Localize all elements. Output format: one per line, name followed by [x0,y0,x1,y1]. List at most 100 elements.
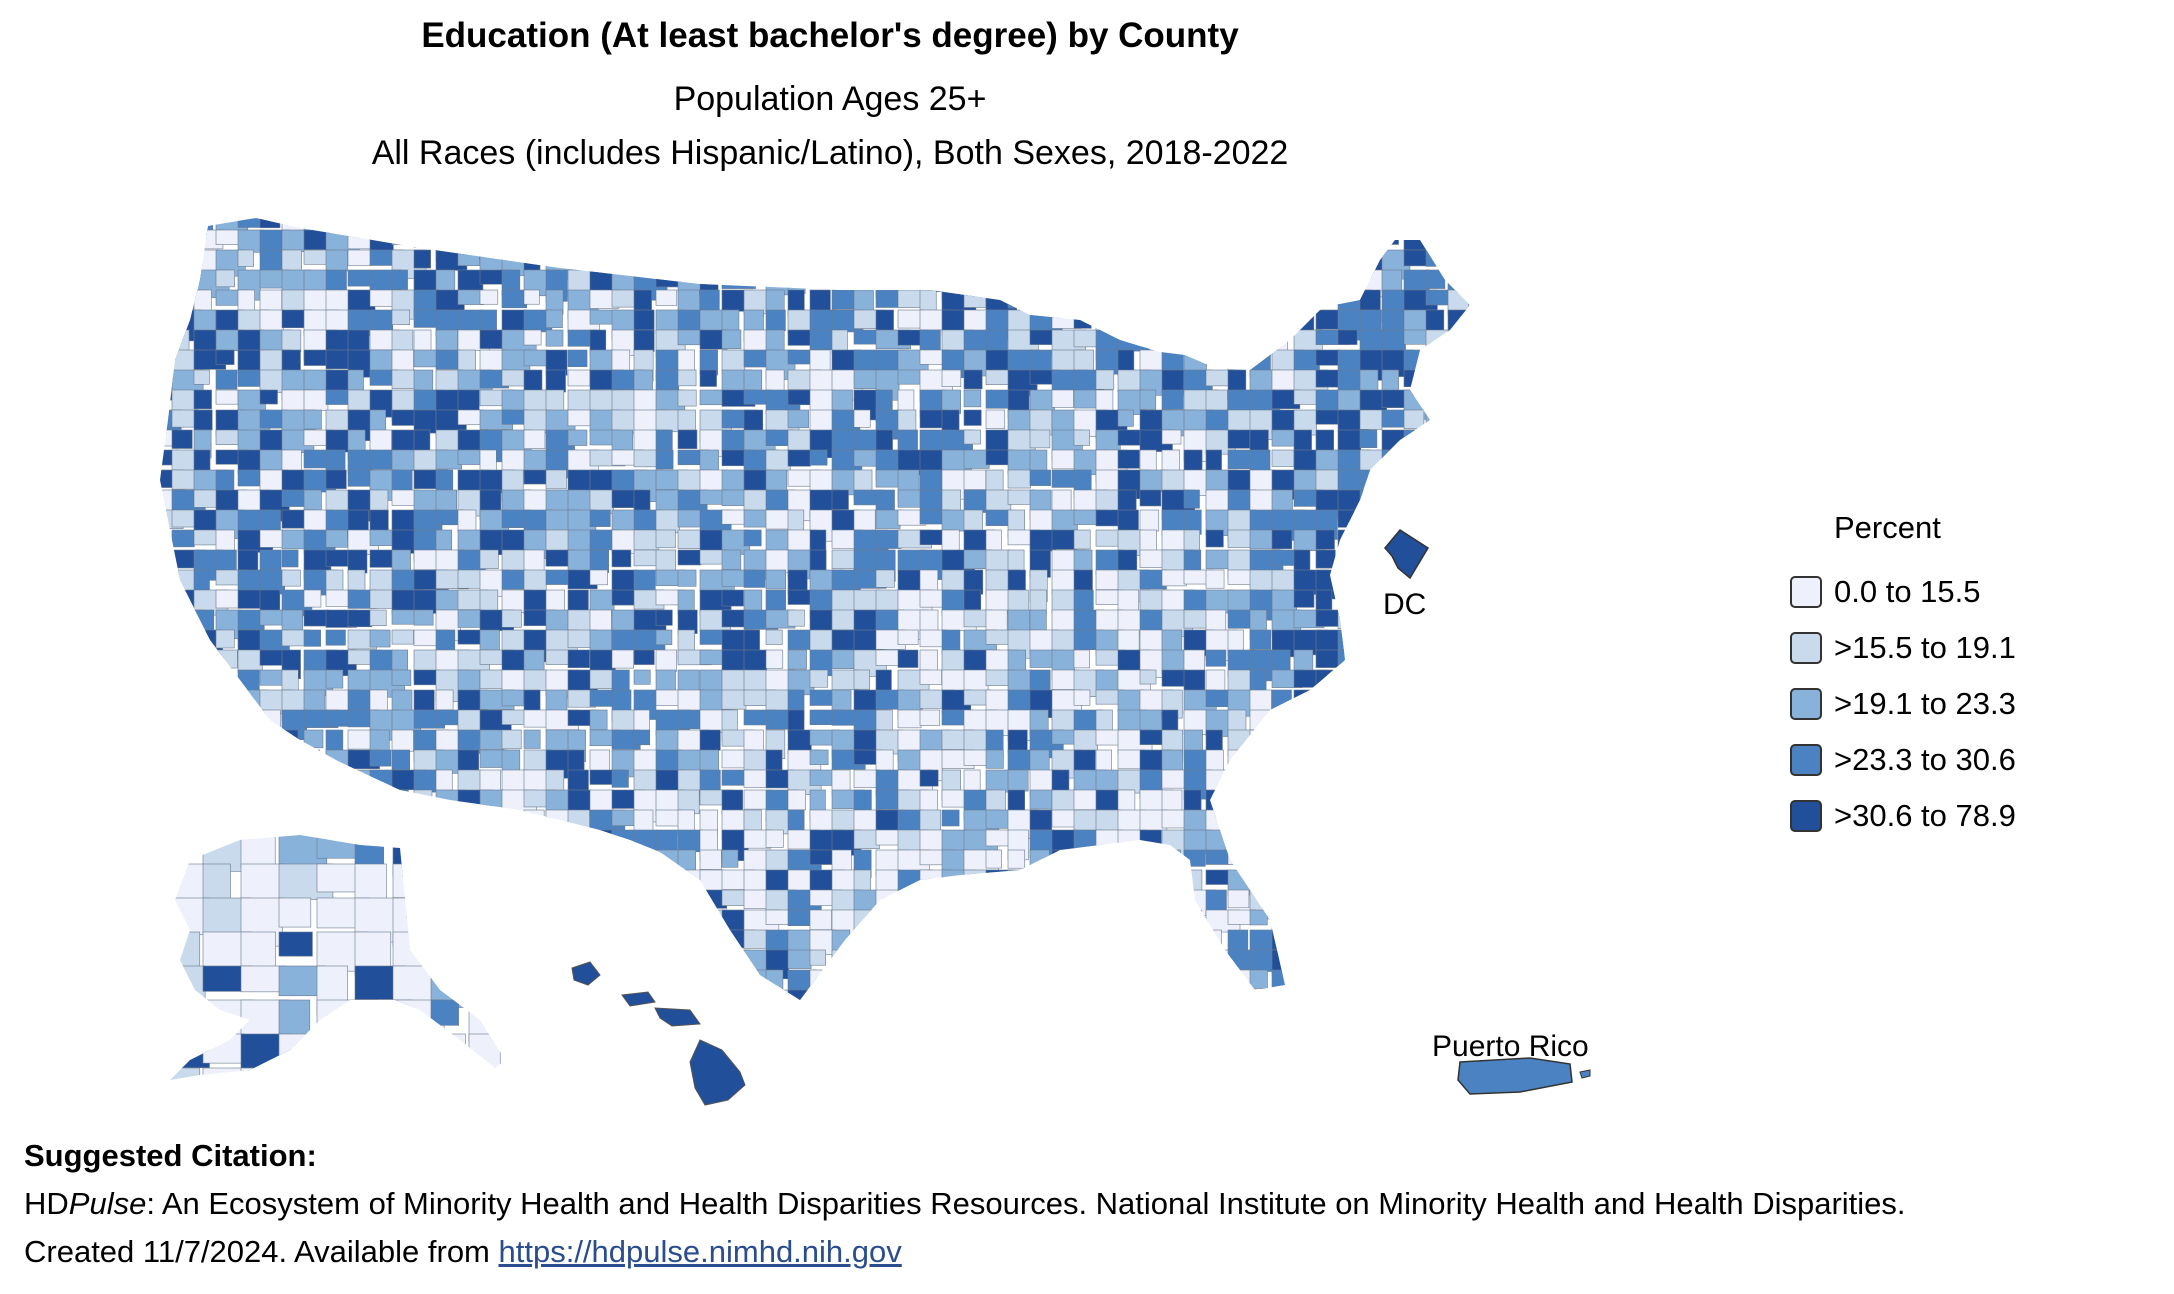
legend-item-4[interactable]: >23.3 to 30.6 [1790,732,2016,788]
legend-title: Percent [1834,510,1941,545]
county-cell [457,749,479,772]
legend-item-3[interactable]: >19.1 to 23.3 [1790,676,2016,732]
county-cell [963,289,987,308]
legend-item-1[interactable]: 0.0 to 15.5 [1790,564,2016,620]
county-cell [963,469,987,490]
county-cell [1029,329,1055,345]
county-cell [809,609,833,632]
county-cell [765,829,784,848]
citation-link[interactable]: https://hdpulse.nimhd.nih.gov [498,1234,902,1269]
county-cell [413,218,449,233]
county-cell [1425,349,1451,376]
county-cell [699,729,721,751]
county-cell [1293,749,1323,772]
county-cell [391,229,428,245]
county-cell [1315,289,1349,305]
county-cell [1095,989,1118,1000]
county-cell [985,409,1006,430]
county-cell [1029,949,1050,975]
county-cell [1139,869,1170,886]
county-cell [1073,929,1107,956]
county-cell [501,729,522,750]
county-cell [1337,218,1357,227]
county-cell [435,829,455,862]
county-cell [567,909,587,935]
county-cell [1315,849,1347,868]
county-cell [430,1067,480,1080]
county-cell [413,609,434,626]
county-cell [1161,369,1184,393]
county-cell [1425,609,1460,627]
county-cell [237,789,262,815]
county-cell [1007,969,1028,1000]
county-cell [1293,789,1322,813]
county-cell [875,569,895,588]
county-cell [281,549,299,568]
county-cell [941,809,960,827]
county-cell [919,889,948,920]
county-cell [633,969,660,985]
county-cell [1315,549,1336,569]
county-cell [160,289,184,308]
county-cell [523,829,549,850]
county-cell [699,749,719,771]
hawaii-islands[interactable] [571,961,746,1106]
county-cell [413,909,445,927]
county-cell [259,389,278,405]
county-cell [875,309,894,331]
county-cell [369,749,392,767]
county-cell [215,669,233,694]
alaska-boroughs[interactable] [165,830,567,1121]
legend-item-2[interactable]: >15.5 to 19.1 [1790,620,2016,676]
county-cell [1029,869,1059,902]
county-cell [1073,549,1093,571]
county-cell [589,849,607,873]
county-cell [1249,289,1279,315]
county-cell [237,749,254,770]
county-cell [1095,909,1116,934]
county-cell [1161,669,1186,687]
county-cell [347,269,371,287]
county-cell [897,909,918,928]
county-cell [479,889,512,911]
county-cell [303,689,326,711]
county-cell [1205,218,1225,235]
county-cell [1315,529,1335,550]
county-cell [1381,709,1403,727]
county-cell [1161,969,1189,985]
county-cell [1359,609,1380,627]
county-cell [1293,509,1318,534]
county-cell [919,489,943,512]
county-cell [1051,789,1076,814]
county-cell [1139,909,1162,935]
county-cell [1051,909,1075,928]
county-cell [875,489,895,511]
county-cell [875,669,892,694]
county-cell [897,309,924,329]
county-cell [160,769,167,787]
county-cell [1381,769,1414,791]
county-cell [457,969,476,995]
county-cell [501,389,528,412]
county-cell [240,835,276,868]
county-cell [1337,509,1364,528]
county-cell [1249,629,1272,650]
county-cell [1073,689,1091,706]
hawaii-maui [654,1007,701,1027]
legend-item-5[interactable]: >30.6 to 78.9 [1790,788,2016,844]
county-cell [501,669,526,692]
county-cell [1029,289,1055,318]
county-cell [259,709,281,727]
county-cell [160,549,173,574]
county-cell [171,529,195,548]
county-cell [457,949,476,970]
county-cell [633,249,669,274]
county-cell [985,349,1011,371]
county-cell [1139,389,1157,410]
county-cell [435,889,463,919]
county-cell [523,329,542,346]
county-cell [545,829,581,848]
county-cell [501,849,528,875]
county-cell [202,1067,254,1080]
